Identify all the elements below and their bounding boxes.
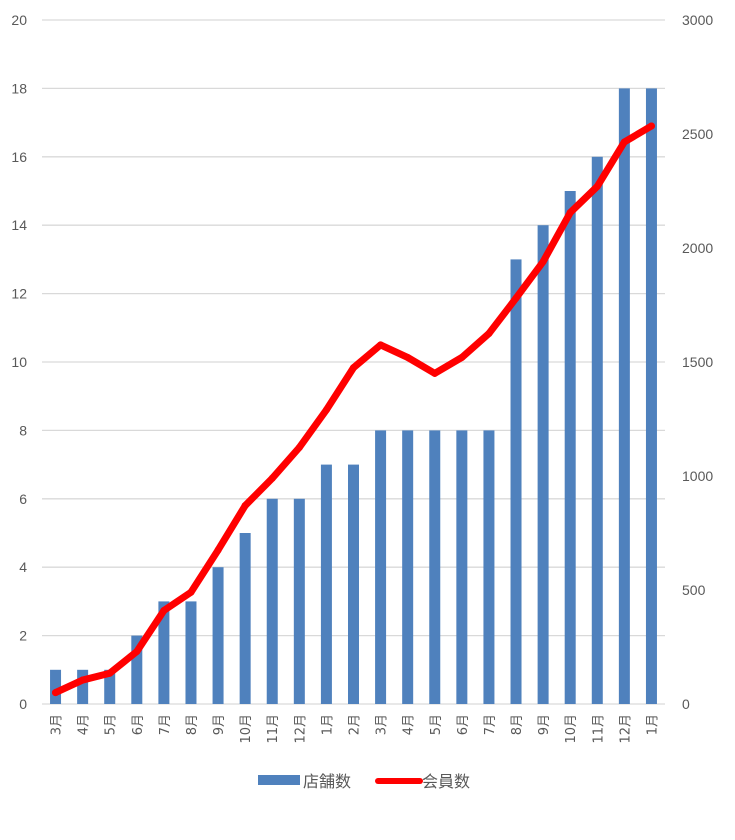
- line-point[interactable]: [377, 341, 385, 349]
- x-tick-label: 9月: [212, 714, 227, 735]
- line-point[interactable]: [404, 353, 412, 361]
- y-tick-label: 6: [19, 491, 27, 507]
- bar[interactable]: [293, 498, 305, 704]
- bar[interactable]: [131, 635, 143, 704]
- bar[interactable]: [185, 601, 197, 704]
- bar[interactable]: [348, 464, 359, 704]
- x-tick-label: 5月: [104, 714, 119, 735]
- x-tick-label: 10月: [239, 714, 254, 744]
- line-point[interactable]: [106, 669, 114, 677]
- y-tick-label: 18: [11, 80, 27, 96]
- y2-tick-label: 0: [682, 696, 690, 712]
- x-axis-ticks: 3月 4月 5月 6月 7月 8月 9月 10月 11月 12月 1月 2月 3月 4月 5月 6月 7月 8月 9…: [50, 714, 661, 744]
- bar[interactable]: [429, 430, 441, 704]
- x-tick-label: 6月: [131, 714, 146, 735]
- x-tick-label: 1月: [645, 714, 660, 735]
- line-point[interactable]: [350, 364, 357, 372]
- bar-series-stores: [50, 88, 657, 705]
- bar[interactable]: [50, 669, 62, 704]
- line-point[interactable]: [647, 122, 655, 130]
- bar[interactable]: [212, 567, 224, 704]
- legend-item-stores[interactable]: 店舗数: [258, 772, 351, 791]
- line-point[interactable]: [322, 406, 330, 414]
- x-tick-label: 11月: [591, 714, 606, 744]
- line-point[interactable]: [160, 607, 168, 615]
- right-axis-ticks: 0 500 1000 1500 2000 2500 3000: [682, 12, 713, 712]
- legend: 店舗数 会員数: [258, 772, 470, 791]
- y-tick-label: 2: [19, 628, 27, 644]
- legend-item-members[interactable]: 会員数: [375, 772, 470, 791]
- y2-tick-label: 1500: [682, 354, 713, 370]
- x-tick-label: 6月: [456, 714, 471, 735]
- line-point[interactable]: [241, 502, 249, 510]
- line-point[interactable]: [214, 546, 222, 554]
- legend-label-stores: 店舗数: [303, 772, 351, 791]
- line-point[interactable]: [268, 474, 276, 482]
- y-tick-label: 16: [11, 149, 27, 165]
- line-point[interactable]: [539, 258, 547, 266]
- line-point[interactable]: [512, 294, 520, 302]
- x-tick-label: 11月: [266, 714, 281, 744]
- line-series-members: [52, 122, 655, 697]
- x-tick-label: 3月: [50, 714, 65, 735]
- x-tick-label: 2月: [348, 714, 363, 735]
- line-point[interactable]: [187, 588, 195, 596]
- x-tick-label: 7月: [483, 714, 498, 735]
- bar[interactable]: [402, 430, 414, 704]
- x-tick-label: 3月: [375, 714, 390, 735]
- x-tick-label: 4月: [77, 714, 92, 735]
- y-tick-label: 14: [11, 217, 27, 233]
- y-tick-label: 10: [11, 354, 27, 370]
- y-tick-label: 0: [19, 696, 27, 712]
- x-tick-label: 12月: [293, 714, 308, 744]
- y2-tick-label: 1000: [682, 468, 713, 484]
- x-tick-label: 5月: [429, 714, 444, 735]
- y2-tick-label: 2500: [682, 126, 713, 142]
- bar[interactable]: [591, 156, 603, 705]
- x-tick-label: 12月: [618, 714, 633, 744]
- bar[interactable]: [618, 88, 630, 704]
- line-point[interactable]: [485, 330, 493, 337]
- y2-tick-label: 500: [682, 582, 706, 598]
- legend-swatch-stores: [258, 775, 300, 785]
- bar[interactable]: [104, 669, 116, 704]
- bar[interactable]: [483, 430, 495, 704]
- line-point[interactable]: [593, 182, 601, 190]
- bar[interactable]: [239, 533, 251, 704]
- line-point[interactable]: [566, 209, 574, 217]
- left-axis-ticks: 0 2 4 6 8 10 12 14 16 18 20: [11, 12, 27, 712]
- x-tick-label: 8月: [185, 714, 200, 735]
- line-point[interactable]: [458, 353, 466, 361]
- x-tick-label: 7月: [158, 714, 173, 735]
- bar[interactable]: [320, 464, 332, 704]
- bar[interactable]: [564, 191, 576, 704]
- x-tick-label: 8月: [510, 714, 525, 735]
- line-point[interactable]: [431, 369, 439, 377]
- y-tick-label: 12: [11, 286, 27, 302]
- line-point[interactable]: [620, 138, 628, 146]
- bar[interactable]: [266, 498, 278, 704]
- x-tick-label: 4月: [402, 714, 417, 735]
- y-tick-label: 4: [19, 559, 27, 575]
- bar[interactable]: [645, 88, 657, 704]
- line-point[interactable]: [133, 648, 141, 656]
- bar[interactable]: [77, 669, 89, 704]
- y2-tick-label: 3000: [682, 12, 713, 28]
- x-tick-label: 9月: [537, 714, 552, 735]
- y2-tick-label: 2000: [682, 240, 713, 256]
- line-point[interactable]: [79, 676, 87, 684]
- x-tick-label: 1月: [320, 714, 335, 735]
- line-point[interactable]: [52, 689, 60, 697]
- legend-label-members: 会員数: [422, 772, 470, 791]
- x-tick-label: 10月: [564, 714, 579, 744]
- y-tick-label: 8: [19, 422, 27, 438]
- bar[interactable]: [456, 430, 468, 704]
- line-point[interactable]: [295, 444, 303, 451]
- bar[interactable]: [158, 601, 170, 704]
- bar[interactable]: [510, 259, 522, 704]
- bar[interactable]: [537, 225, 549, 704]
- bar[interactable]: [375, 430, 387, 704]
- y-tick-label: 20: [11, 12, 27, 28]
